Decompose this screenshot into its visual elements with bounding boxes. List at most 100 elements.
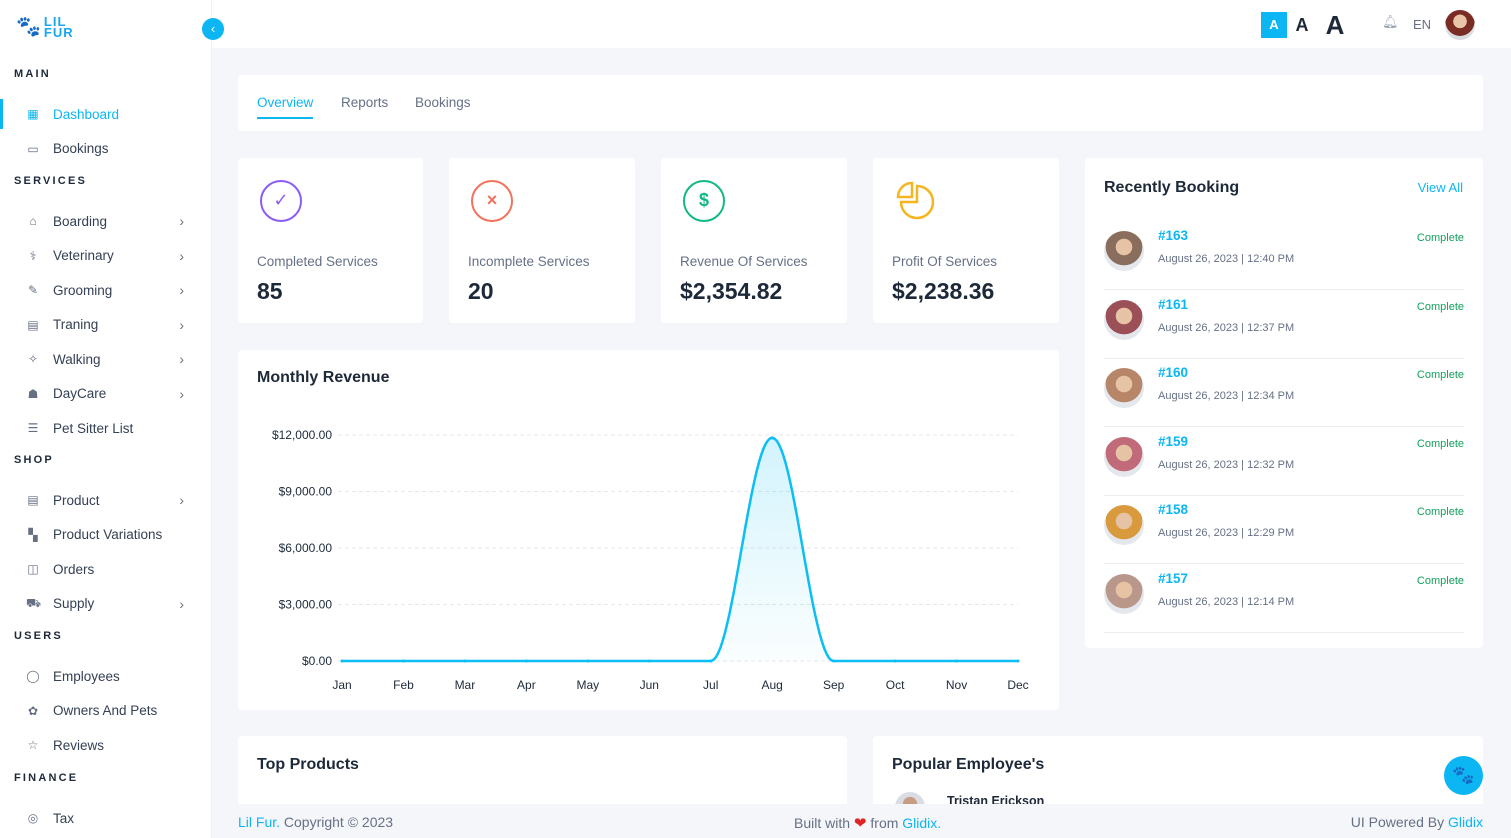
booking-status: Complete — [1416, 437, 1464, 450]
sidebar-item-traning[interactable]: ▤ Traning › — [0, 310, 212, 340]
booking-row[interactable]: #163 August 26, 2023 | 12:40 PM Complete — [1104, 222, 1464, 290]
data-point — [340, 659, 344, 663]
x-circle-icon: × — [471, 180, 513, 222]
store-icon: ▤ — [27, 493, 39, 507]
booking-status: Complete — [1416, 369, 1464, 381]
stat-label: Incomplete Services — [468, 254, 590, 269]
user-icon: ◯ — [26, 669, 40, 683]
tab-overview[interactable]: Overview — [257, 95, 314, 119]
brand-logo[interactable]: 🐾 LIL FUR — [16, 15, 74, 40]
sidebar-item-supply[interactable]: ⛟ Supply › — [0, 589, 212, 619]
booking-id[interactable]: #157 — [1158, 570, 1189, 586]
chevron-right-icon: › — [179, 385, 184, 402]
booking-row[interactable]: #160 August 26, 2023 | 12:34 PM Complete — [1104, 359, 1464, 427]
booking-id[interactable]: #160 — [1158, 365, 1189, 380]
daycare-icon: ☗ — [27, 386, 39, 401]
booking-id[interactable]: #163 — [1158, 228, 1189, 243]
tab-reports[interactable]: Reports — [341, 95, 389, 110]
paw-fab-button[interactable]: 🐾 — [1444, 756, 1483, 795]
sidebar-item-daycare[interactable]: ☗ DayCare › — [0, 379, 212, 409]
booking-id[interactable]: #159 — [1158, 433, 1189, 449]
footer: Lil Fur. Copyright © 2023 Built with ❤ f… — [212, 804, 1511, 838]
font-size-small-button[interactable]: A — [1261, 12, 1287, 38]
sidebar-item-orders[interactable]: ◫ Orders — [0, 554, 212, 584]
bell-icon[interactable]: 🔔︎ — [1382, 14, 1399, 29]
sidebar-item-owners-and-pets[interactable]: ✿ Owners And Pets — [0, 696, 212, 726]
booking-row[interactable]: #159 August 26, 2023 | 12:32 PM Complete — [1104, 428, 1464, 496]
sidebar-item-product-variations[interactable]: ▚ Product Variations — [0, 520, 212, 550]
booking-avatar — [1104, 505, 1144, 545]
sidebar-item-bookings[interactable]: ▭ Bookings — [0, 134, 212, 164]
topbar — [212, 0, 1511, 48]
sidebar-item-reviews[interactable]: ☆ Reviews — [0, 730, 212, 760]
footer-glidix-powered-link[interactable]: Glidix — [1447, 814, 1483, 830]
data-point — [647, 659, 651, 663]
font-size-medium-button[interactable]: A — [1295, 15, 1309, 35]
sidebar-item-pet-sitter-list[interactable]: ☰ Pet Sitter List — [0, 413, 212, 443]
chevron-right-icon: › — [179, 282, 184, 298]
sidebar-item-label: Boarding — [53, 213, 108, 229]
tabs-card: Overview Reports Bookings — [238, 75, 1483, 131]
house-icon: ⌂ — [29, 214, 37, 228]
tax-icon: ◎ — [27, 811, 39, 825]
section-services: SERVICES — [14, 175, 88, 187]
training-icon: ▤ — [27, 317, 39, 332]
sidebar-item-employees[interactable]: ◯ Employees — [0, 661, 212, 691]
sidebar-item-walking[interactable]: ✧ Walking › — [0, 344, 212, 374]
brand-line-2: FUR — [43, 25, 74, 40]
sidebar-item-grooming[interactable]: ✎ Grooming › — [0, 275, 212, 305]
bag-icon: ◫ — [27, 562, 39, 576]
booking-row[interactable]: #161 August 26, 2023 | 12:37 PM Complete — [1104, 291, 1464, 359]
section-shop: SHOP — [14, 454, 54, 466]
stat-value: 20 — [468, 278, 494, 304]
user-avatar[interactable] — [1445, 10, 1475, 40]
chevron-left-icon: ‹ — [210, 21, 216, 36]
paw-icon: 🐾 — [1452, 765, 1475, 785]
star-icon: ☆ — [27, 738, 39, 752]
sidebar-item-boarding[interactable]: ⌂ Boarding › — [0, 206, 212, 236]
data-point — [832, 659, 836, 663]
tab-bookings[interactable]: Bookings — [415, 95, 471, 110]
x-tick-label: Aug — [762, 678, 783, 692]
data-point — [463, 659, 467, 663]
font-size-large-button[interactable]: A — [1325, 10, 1345, 40]
data-point — [401, 659, 405, 663]
footer-built-with: Built with — [794, 815, 851, 831]
booking-date: August 26, 2023 | 12:34 PM — [1158, 390, 1295, 402]
sidebar-item-label: Walking — [53, 351, 101, 367]
booking-row[interactable]: #158 August 26, 2023 | 12:29 PM Complete — [1104, 496, 1464, 564]
footer-powered: UI Powered By — [1350, 814, 1445, 830]
footer-glidix-link[interactable]: Glidix. — [902, 815, 942, 831]
booking-row[interactable]: #157 August 26, 2023 | 12:14 PM Complete — [1104, 565, 1464, 633]
chevron-right-icon: › — [179, 247, 184, 264]
booking-id[interactable]: #161 — [1158, 296, 1189, 312]
stat-label: Completed Services — [257, 254, 378, 269]
chevron-right-icon: › — [179, 492, 184, 508]
footer-brand-link[interactable]: Lil Fur. — [238, 814, 281, 830]
footer-copyright: Copyright © 2023 — [283, 814, 394, 830]
sidebar-item-label: Tax — [53, 810, 75, 826]
sidebar: 🐾 LIL FUR MAIN ▦ Dashboard ▭ Bookings SERVICE… — [0, 0, 212, 838]
walking-dog-icon: ✧ — [27, 352, 39, 366]
language-selector[interactable]: EN — [1413, 17, 1432, 32]
sidebar-item-label: Grooming — [53, 282, 113, 298]
sidebar-item-tax[interactable]: ◎ Tax — [0, 803, 212, 833]
sidebar-item-veterinary[interactable]: ⚕ Veterinary › — [0, 241, 212, 271]
stat-label: Revenue Of Services — [680, 254, 808, 269]
section-finance: FINANCE — [14, 772, 79, 784]
heart-icon: ❤ — [853, 815, 867, 832]
sidebar-item-label: Orders — [53, 561, 95, 577]
y-tick-label: $9,000.00 — [279, 485, 333, 499]
sidebar-item-product[interactable]: ▤ Product › — [0, 485, 212, 515]
sidebar-item-dashboard[interactable]: ▦ Dashboard — [0, 99, 212, 129]
booking-id[interactable]: #158 — [1158, 502, 1189, 517]
collapse-sidebar-button[interactable]: ‹ — [202, 18, 224, 40]
data-point — [893, 659, 897, 663]
x-tick-label: Oct — [886, 678, 905, 692]
y-tick-label: $12,000.00 — [272, 428, 332, 442]
view-all-link[interactable]: View All — [1417, 180, 1463, 195]
stat-card-revenue: $ Revenue Of Services $2,354.82 — [661, 158, 847, 323]
monthly-revenue-card: Monthly Revenue $0.00 $3,000.00 $6,000.00 $… — [238, 350, 1059, 710]
sidebar-item-label: Bookings — [53, 141, 109, 156]
booking-avatar — [1104, 299, 1144, 340]
